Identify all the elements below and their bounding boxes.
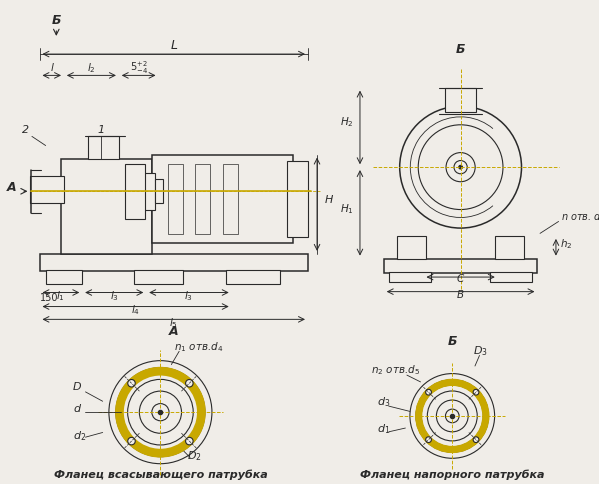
Bar: [389, 272, 431, 282]
Bar: [495, 236, 524, 258]
Text: $l_3$: $l_3$: [110, 289, 119, 303]
Circle shape: [128, 438, 135, 445]
Text: d: d: [73, 404, 80, 414]
Text: $d_3$: $d_3$: [377, 395, 390, 409]
Text: C: C: [457, 274, 464, 285]
Circle shape: [400, 106, 522, 228]
Bar: [384, 258, 537, 273]
Bar: [61, 159, 152, 254]
Text: $D_2$: $D_2$: [187, 449, 202, 463]
Text: $d_1$: $d_1$: [377, 423, 390, 437]
Bar: [444, 88, 476, 111]
Bar: [40, 254, 308, 271]
Text: A: A: [7, 182, 17, 194]
Text: 2: 2: [22, 125, 29, 136]
Bar: [286, 161, 308, 237]
Text: H: H: [325, 196, 333, 206]
Text: $l_1$: $l_1$: [56, 289, 65, 303]
Text: $H_2$: $H_2$: [340, 115, 353, 129]
Circle shape: [418, 125, 503, 210]
Bar: [88, 136, 119, 159]
Text: 1: 1: [97, 125, 104, 136]
Bar: [125, 164, 145, 219]
Text: n отв. $d_б$: n отв. $d_б$: [561, 210, 599, 224]
Bar: [152, 155, 293, 243]
Text: Б: Б: [456, 43, 465, 56]
Text: $l_4$: $l_4$: [131, 303, 140, 317]
Text: $l_5$: $l_5$: [170, 316, 178, 330]
Text: $l_3$: $l_3$: [184, 289, 193, 303]
Text: B: B: [457, 290, 464, 300]
Circle shape: [128, 379, 135, 387]
Circle shape: [473, 389, 479, 395]
Bar: [134, 270, 183, 284]
Text: $h_2$: $h_2$: [560, 237, 572, 251]
Bar: [31, 176, 64, 203]
Text: $d_2$: $d_2$: [73, 429, 86, 442]
Bar: [222, 164, 238, 234]
Bar: [195, 164, 210, 234]
Text: 150: 150: [40, 293, 58, 303]
Text: А: А: [169, 325, 179, 338]
Text: $n_1$ отв.$d_4$: $n_1$ отв.$d_4$: [174, 340, 224, 353]
Bar: [226, 270, 280, 284]
Text: $5^{+2}_{-4}$: $5^{+2}_{-4}$: [129, 59, 147, 76]
Bar: [168, 164, 183, 234]
Circle shape: [446, 152, 475, 182]
Text: D: D: [73, 382, 81, 393]
Text: $D_3$: $D_3$: [473, 344, 488, 358]
Circle shape: [186, 438, 193, 445]
Circle shape: [222, 185, 235, 197]
Text: Б: Б: [447, 335, 457, 348]
Circle shape: [186, 379, 193, 387]
Text: Б: Б: [52, 14, 61, 27]
Circle shape: [454, 161, 467, 174]
Bar: [46, 270, 82, 284]
Circle shape: [459, 166, 462, 169]
Circle shape: [473, 437, 479, 442]
Text: l: l: [50, 63, 53, 73]
Text: Фланец всасывающего патрубка: Фланец всасывающего патрубка: [53, 469, 267, 480]
Text: $n_2$ отв.$d_5$: $n_2$ отв.$d_5$: [371, 363, 420, 378]
Text: $l_2$: $l_2$: [87, 61, 96, 75]
Bar: [490, 272, 532, 282]
Text: Фланец напорного патрубка: Фланец напорного патрубка: [360, 469, 544, 480]
Bar: [397, 236, 426, 258]
Circle shape: [426, 389, 431, 395]
Bar: [155, 179, 163, 203]
Circle shape: [426, 437, 431, 442]
Text: $H_1$: $H_1$: [340, 202, 353, 216]
Text: L: L: [170, 40, 177, 52]
Bar: [143, 173, 155, 210]
